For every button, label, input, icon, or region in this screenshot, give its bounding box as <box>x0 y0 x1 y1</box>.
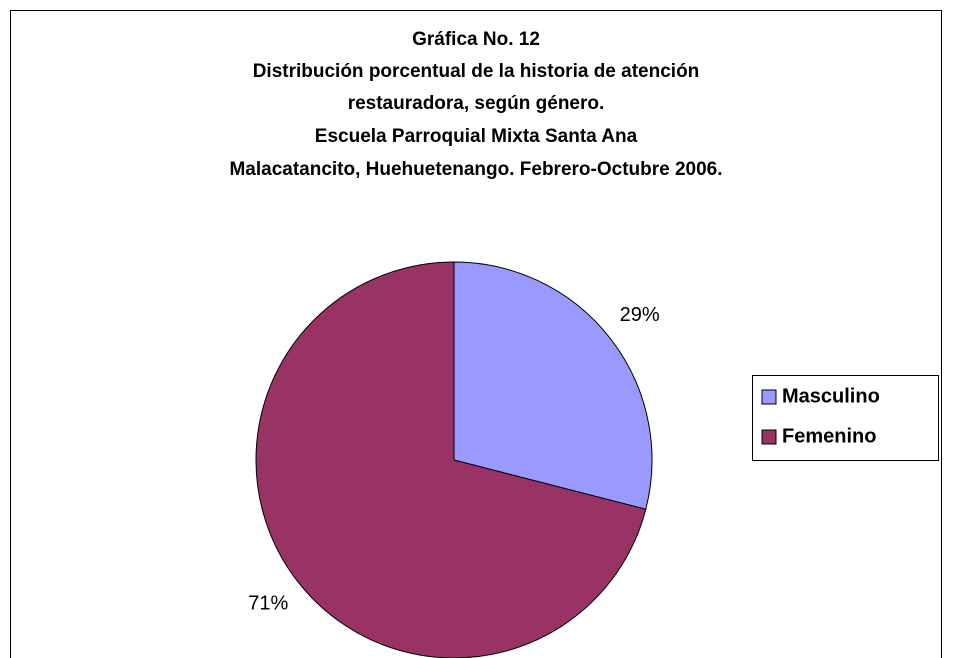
chart-title: Distribución porcentual de la historia d… <box>253 61 700 82</box>
chart-title: Malacatancito, Huehuetenango. Febrero-Oc… <box>229 159 722 180</box>
chart-title: Gráfica No. 12 <box>412 29 540 50</box>
data-label: 29% <box>620 304 660 326</box>
pie-slice <box>255 261 647 658</box>
legend-label: Masculino <box>782 385 880 407</box>
legend-label: Femenino <box>782 425 876 447</box>
pie-slice <box>453 261 653 510</box>
legend-box <box>752 375 939 461</box>
legend-swatch <box>761 429 777 445</box>
chart-title: Escuela Parroquial Mixta Santa Ana <box>315 126 638 147</box>
chart-title: restauradora, según género. <box>348 93 605 114</box>
legend-swatch <box>761 389 777 405</box>
data-label: 71% <box>248 592 288 614</box>
